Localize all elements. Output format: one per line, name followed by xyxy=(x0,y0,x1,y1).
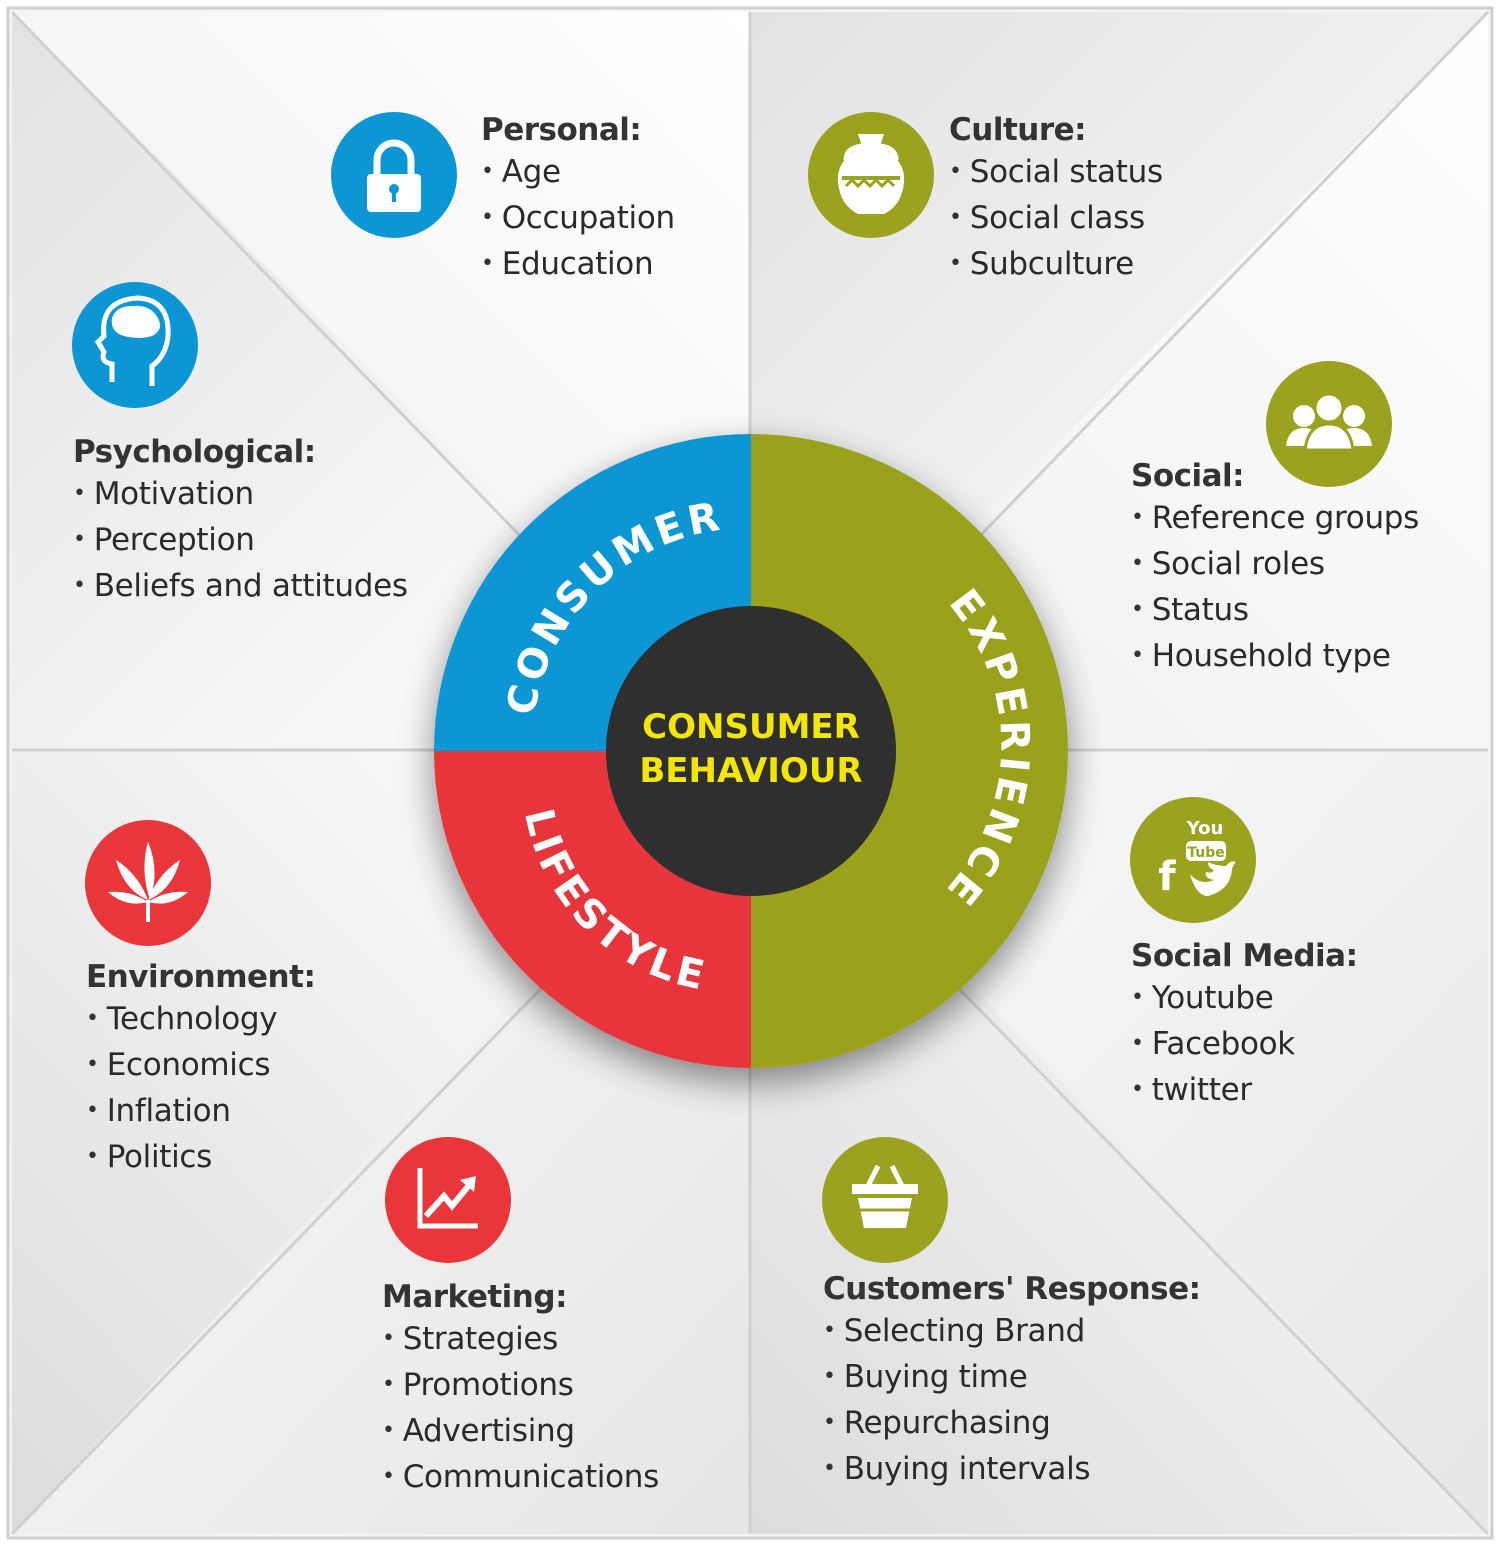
social-media-icon: You Tube f xyxy=(1130,797,1256,923)
psychological-heading: Psychological: xyxy=(73,434,316,470)
personal-heading: Personal: xyxy=(481,112,642,148)
facebook-f-icon: f xyxy=(1158,854,1176,900)
list-item: Advertising xyxy=(382,1410,659,1456)
list-item: Politics xyxy=(86,1136,315,1182)
youtube-tube-text: Tube xyxy=(1187,845,1225,861)
list-item: Perception xyxy=(73,519,408,565)
people-group-icon xyxy=(1266,361,1392,487)
list-item: Inflation xyxy=(86,1090,315,1136)
personal-factor: Personal: Age Occupation Education xyxy=(481,110,675,289)
youtube-you-text: You xyxy=(1186,818,1224,839)
social-media-heading: Social Media: xyxy=(1131,938,1358,974)
list-item: Social class xyxy=(949,197,1163,243)
center-hub xyxy=(606,606,896,896)
list-item: Social roles xyxy=(1131,543,1419,589)
culture-factor: Culture: Social status Social class Subc… xyxy=(949,110,1163,289)
list-item: Buying intervals xyxy=(823,1448,1201,1494)
list-item: Education xyxy=(481,243,675,289)
social-heading: Social: xyxy=(1131,458,1245,494)
environment-heading: Environment: xyxy=(86,959,316,995)
center-title-line1: CONSUMER xyxy=(642,707,860,747)
basket-icon xyxy=(822,1137,948,1263)
list-item: Communications xyxy=(382,1456,660,1502)
list-item: Age xyxy=(481,151,675,197)
marketing-factor: Marketing: Strategies Promotions Adverti… xyxy=(382,1277,659,1502)
psychological-factor: Psychological: Motivation Perception Bel… xyxy=(73,432,408,611)
head-brain-icon xyxy=(72,282,198,408)
social-media-factor: Social Media: Youtube Facebook twitter xyxy=(1131,936,1358,1115)
vase-icon xyxy=(808,112,934,238)
list-item: Promotions xyxy=(382,1364,659,1410)
twitter-bird-icon xyxy=(1190,861,1236,896)
growth-chart-icon xyxy=(385,1137,511,1263)
culture-heading: Culture: xyxy=(949,112,1087,148)
list-item: Status xyxy=(1131,589,1419,635)
list-item: Strategies xyxy=(382,1318,659,1364)
list-item: twitter xyxy=(1131,1069,1357,1115)
center-title-line2: BEHAVIOUR xyxy=(639,751,862,791)
list-item: Reference groups xyxy=(1131,497,1420,543)
list-item: Occupation xyxy=(481,197,676,243)
list-item: Economics xyxy=(86,1044,315,1090)
customers-response-factor: Customers' Response: Selecting Brand Buy… xyxy=(823,1269,1201,1494)
list-item: Beliefs and attitudes xyxy=(73,565,408,611)
list-item: Youtube xyxy=(1131,977,1357,1023)
list-item: Household type xyxy=(1131,635,1419,681)
social-factor: Social: Reference groups Social roles St… xyxy=(1131,456,1419,681)
leaf-icon xyxy=(85,820,211,946)
marketing-heading: Marketing: xyxy=(382,1279,567,1315)
list-item: Technology xyxy=(86,998,315,1044)
list-item: Selecting Brand xyxy=(823,1310,1201,1356)
list-item: Motivation xyxy=(73,473,408,519)
list-item: Facebook xyxy=(1131,1023,1357,1069)
ring-segment-experience xyxy=(751,434,1068,1068)
list-item: Subculture xyxy=(949,243,1163,289)
list-item: Buying time xyxy=(823,1356,1201,1402)
customers-response-heading: Customers' Response: xyxy=(823,1271,1201,1307)
environment-factor: Environment: Technology Economics Inflat… xyxy=(86,957,316,1182)
list-item: Repurchasing xyxy=(823,1402,1201,1448)
list-item: Social status xyxy=(949,151,1163,197)
lock-icon xyxy=(331,112,457,238)
